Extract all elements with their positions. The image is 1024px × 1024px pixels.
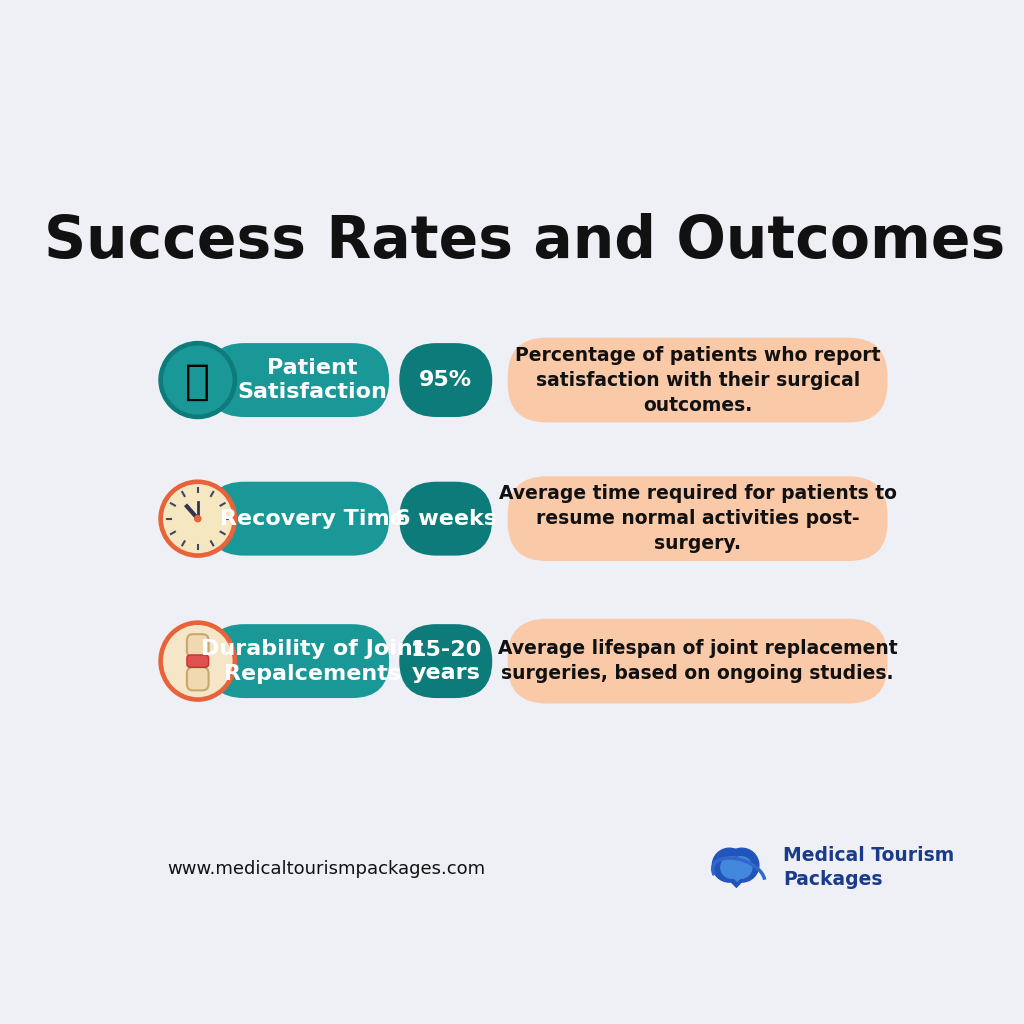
- Ellipse shape: [164, 626, 231, 696]
- Text: Patient
Satisfaction: Patient Satisfaction: [238, 357, 387, 402]
- Circle shape: [159, 342, 237, 419]
- Polygon shape: [714, 865, 759, 888]
- Circle shape: [164, 484, 231, 553]
- Circle shape: [164, 346, 231, 414]
- Text: Average time required for patients to
resume normal activities post-
surgery.: Average time required for patients to re…: [499, 484, 897, 553]
- Text: 95%: 95%: [419, 370, 472, 390]
- Text: Durability of Joint
Repalcements: Durability of Joint Repalcements: [201, 639, 423, 683]
- Polygon shape: [722, 867, 752, 882]
- Ellipse shape: [159, 622, 237, 701]
- FancyBboxPatch shape: [508, 476, 888, 561]
- FancyBboxPatch shape: [187, 668, 209, 690]
- Text: 👍: 👍: [185, 360, 210, 402]
- Text: www.medicaltourismpackages.com: www.medicaltourismpackages.com: [167, 860, 485, 878]
- FancyBboxPatch shape: [207, 481, 389, 556]
- Circle shape: [159, 480, 237, 557]
- Circle shape: [195, 515, 201, 522]
- Circle shape: [721, 857, 742, 879]
- Text: Medical Tourism
Packages: Medical Tourism Packages: [783, 846, 954, 889]
- Text: 15-20
years: 15-20 years: [411, 640, 481, 683]
- FancyBboxPatch shape: [207, 343, 389, 417]
- Text: Success Rates and Outcomes: Success Rates and Outcomes: [44, 213, 1006, 270]
- Text: Average lifespan of joint replacement
surgeries, based on ongoing studies.: Average lifespan of joint replacement su…: [498, 639, 897, 683]
- FancyBboxPatch shape: [187, 655, 209, 668]
- Text: Percentage of patients who report
satisfaction with their surgical
outcomes.: Percentage of patients who report satisf…: [515, 345, 881, 415]
- FancyBboxPatch shape: [399, 481, 493, 556]
- FancyBboxPatch shape: [508, 618, 888, 703]
- FancyBboxPatch shape: [399, 625, 493, 698]
- Text: 6 weeks: 6 weeks: [394, 509, 497, 528]
- Text: Recovery Time: Recovery Time: [219, 509, 404, 528]
- FancyBboxPatch shape: [187, 634, 209, 657]
- FancyBboxPatch shape: [207, 625, 389, 698]
- FancyBboxPatch shape: [399, 343, 493, 417]
- Circle shape: [730, 857, 752, 879]
- FancyBboxPatch shape: [508, 338, 888, 423]
- Circle shape: [725, 848, 759, 882]
- Circle shape: [713, 848, 746, 882]
